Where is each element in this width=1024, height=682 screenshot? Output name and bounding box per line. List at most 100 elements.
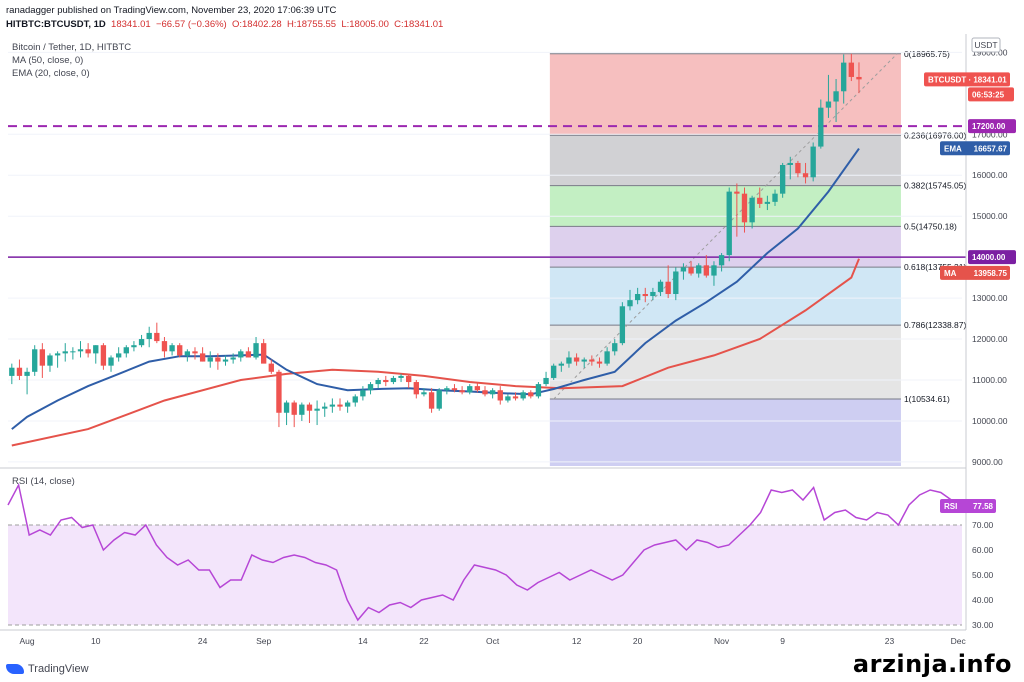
rsi-tick-label: 40.00 — [972, 595, 994, 605]
candle-body — [703, 265, 709, 276]
candle-body — [795, 162, 801, 174]
candle-body — [711, 265, 717, 276]
candle-body — [634, 294, 641, 301]
candle-body — [604, 351, 610, 364]
time-tick-label: Aug — [20, 636, 35, 646]
candle-body — [337, 404, 343, 407]
symbol-line: HITBTC:BTCUSDT, 1D 18341.01 −66.57 (−0.3… — [6, 18, 706, 32]
ema-tag — [940, 141, 1010, 156]
candle-body — [718, 255, 725, 266]
ma-tag-value: 13958.75 — [974, 269, 1008, 278]
time-tick-label: 22 — [419, 636, 429, 646]
candle-body — [779, 165, 786, 194]
currency-badge-label: USDT — [974, 40, 997, 50]
candle-body — [169, 345, 175, 352]
candle-body — [650, 291, 656, 297]
candle-body — [24, 371, 30, 376]
price-tags: BTCUSDT · 18341.01 06:53:25 17200.00 EMA 166… — [924, 72, 1016, 514]
candle-body — [459, 390, 465, 393]
close-ohlc-value: C:18341.01 — [394, 19, 444, 30]
candle-body — [314, 408, 320, 411]
candle-body — [299, 404, 305, 415]
candle-body — [421, 392, 427, 395]
time-tick-label: 14 — [358, 636, 368, 646]
fib-label: 0(18965.75) — [904, 49, 950, 59]
time-tick-label: Oct — [486, 636, 500, 646]
rsi-band — [8, 525, 962, 625]
horizontal-levels[interactable] — [8, 125, 966, 258]
fib-label: 0.5(14750.18) — [904, 221, 957, 231]
tradingview-icon — [6, 664, 24, 674]
candle-body — [665, 281, 671, 294]
candle-body — [100, 345, 107, 366]
candle-body — [383, 380, 389, 383]
candle-body — [757, 197, 763, 204]
tradingview-brand: TradingView — [28, 663, 89, 675]
candle-body — [62, 351, 68, 354]
fib-zone — [549, 267, 901, 326]
candle-body — [131, 345, 137, 348]
countdown-tag — [968, 87, 1014, 102]
candle-body — [283, 402, 290, 413]
tradingview-logo[interactable]: TradingView — [6, 660, 89, 678]
candle-body — [207, 357, 213, 362]
price-tick-label: 9000.00 — [972, 457, 1003, 467]
candle-body — [261, 343, 267, 364]
chart-header: ranadagger published on TradingView.com,… — [6, 4, 706, 34]
ma50-line — [11, 258, 860, 447]
candle-body — [642, 294, 648, 297]
candle-body — [627, 300, 633, 307]
candle-body — [657, 281, 664, 292]
ma-tag-label: MA — [944, 269, 957, 278]
candle-body — [138, 339, 145, 346]
candle-body — [436, 390, 442, 409]
candle-body — [32, 349, 38, 372]
change-value: −66.57 (−0.36%) — [155, 19, 227, 30]
candle-body — [47, 355, 53, 366]
candle-body — [482, 390, 488, 395]
rsi-tag-label: RSI — [944, 502, 957, 511]
candle-body — [512, 396, 519, 399]
candle-body — [558, 363, 564, 366]
candle-body — [245, 351, 252, 358]
fibonacci-retracement[interactable]: 0(18965.75) 0.236(16976.00) 0.382(15745.05… — [549, 49, 967, 466]
time-tick-label: 24 — [198, 636, 208, 646]
candle-body — [146, 332, 152, 340]
level-17200-tag — [968, 119, 1016, 134]
time-tick-label: 20 — [633, 636, 643, 646]
time-tick-label: 12 — [572, 636, 582, 646]
price-tick-label: 17000.00 — [972, 129, 1008, 139]
candle-body — [115, 353, 122, 358]
rsi-tick-label: 50.00 — [972, 570, 994, 580]
candle-body — [268, 363, 274, 372]
symbol-label: HITBTC:BTCUSDT, 1D — [6, 19, 106, 30]
countdown-tag-label: 06:53:25 — [972, 90, 1005, 99]
candle-body — [474, 386, 481, 391]
candle-body — [802, 173, 809, 178]
chart-canvas[interactable]: 0(18965.75) 0.236(16976.00) 0.382(15745.05… — [0, 0, 1024, 660]
time-tick-label: 23 — [885, 636, 895, 646]
fib-zone — [549, 135, 901, 186]
candle-body — [444, 388, 450, 391]
high-value: H:18755.55 — [286, 19, 337, 30]
candle-body — [322, 406, 328, 409]
price-tick-label: 13000.00 — [972, 293, 1008, 303]
fib-zone — [549, 53, 901, 136]
time-tick-label: Dec — [951, 636, 967, 646]
currency-badge[interactable] — [971, 37, 1001, 53]
candle-body — [85, 349, 91, 354]
candle-body — [39, 349, 46, 366]
rsi-tick-label: 60.00 — [972, 545, 994, 555]
close-value: 18341.01 — [111, 19, 151, 30]
candle-body — [489, 390, 496, 395]
candle-body — [413, 382, 419, 395]
fib-label: 0.236(16976.00) — [904, 130, 967, 140]
candle-body — [734, 191, 740, 194]
candle-body — [329, 404, 336, 407]
candle-body — [810, 146, 816, 178]
candle-body — [551, 365, 557, 378]
rsi-tag-value: 77.58 — [973, 502, 994, 511]
candle-body — [16, 367, 23, 376]
candle-body — [520, 392, 526, 399]
rsi-tick-label: 70.00 — [972, 520, 994, 530]
